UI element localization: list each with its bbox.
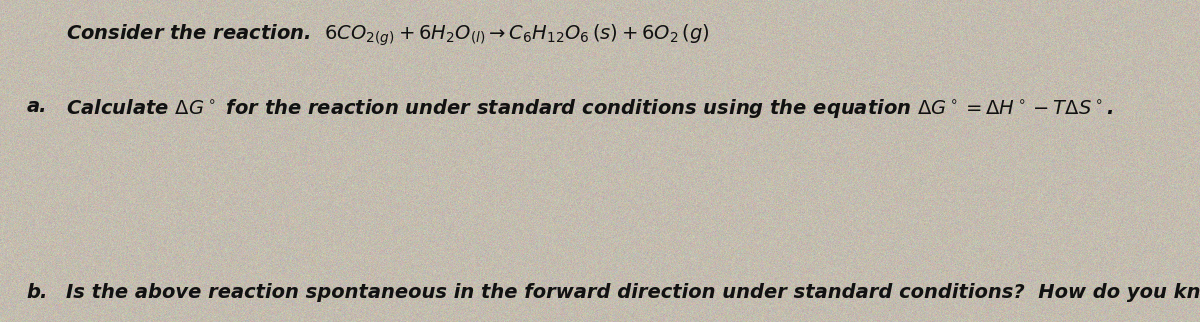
Text: Calculate $\Delta G^\circ$ for the reaction under standard conditions using the : Calculate $\Delta G^\circ$ for the react…: [66, 97, 1114, 119]
Text: a.: a.: [26, 97, 47, 116]
Text: Is the above reaction spontaneous in the forward direction under standard condit: Is the above reaction spontaneous in the…: [66, 283, 1200, 302]
Text: b.: b.: [26, 283, 48, 302]
Text: Consider the reaction.  $6CO_{2(g)} + 6H_2O_{(l)} \rightarrow C_6H_{12}O_6\,(s) : Consider the reaction. $6CO_{2(g)} + 6H_…: [66, 23, 709, 48]
